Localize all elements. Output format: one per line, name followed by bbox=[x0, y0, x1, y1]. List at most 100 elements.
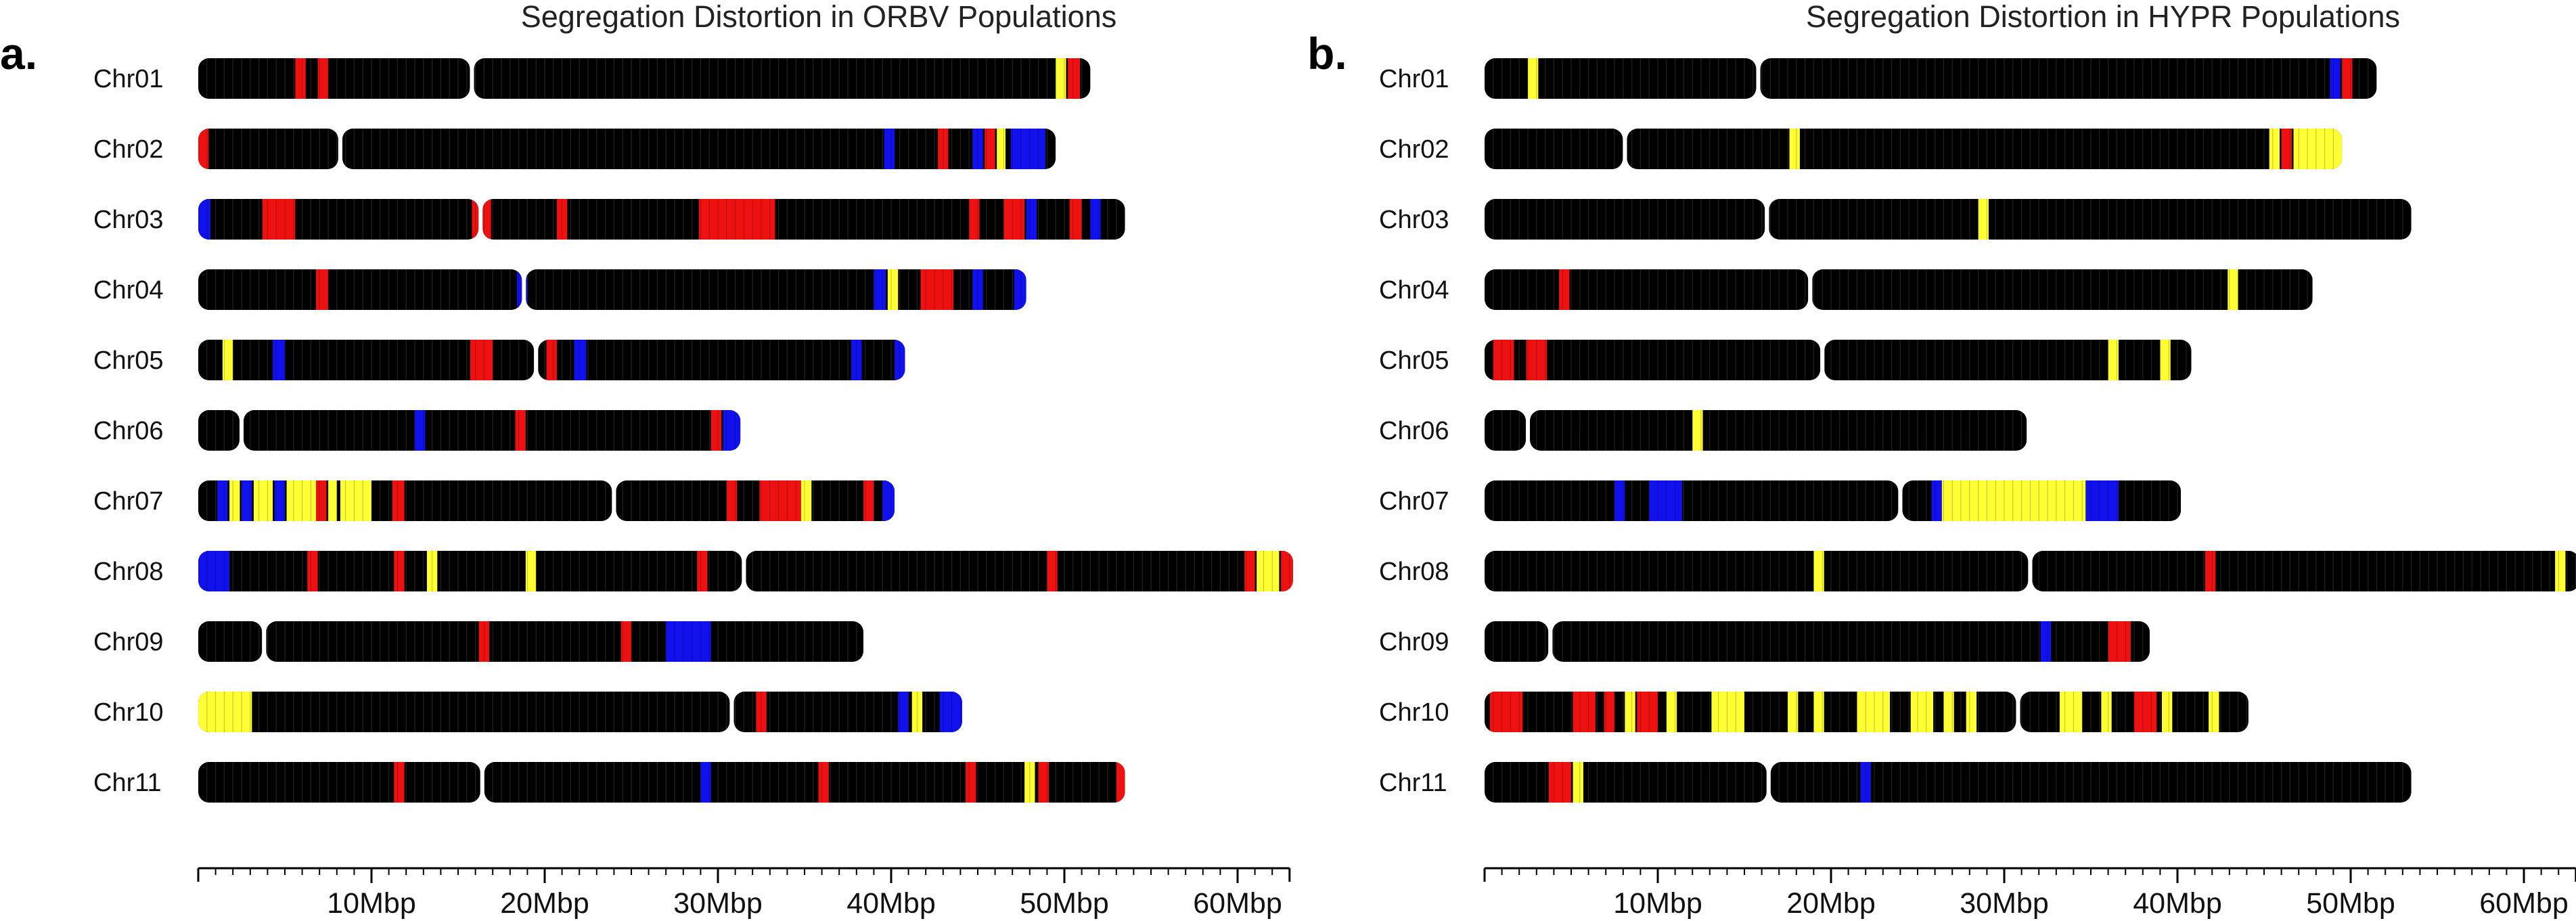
chromosome-body bbox=[1485, 129, 2343, 169]
distortion-segment-red bbox=[262, 199, 296, 240]
distortion-segment-yellow bbox=[229, 480, 240, 521]
marker-stripes-overlay bbox=[206, 410, 736, 451]
distortion-segment-red bbox=[2342, 58, 2353, 99]
distortion-segment-yellow bbox=[2160, 340, 2171, 380]
distortion-segment-red bbox=[710, 410, 722, 451]
distortion-segment-yellow bbox=[222, 340, 233, 380]
distortion-segment-red bbox=[198, 129, 209, 169]
distortion-segment-red bbox=[478, 621, 490, 662]
distortion-segment-red bbox=[392, 480, 405, 521]
panel-letter-a: a. bbox=[0, 28, 37, 78]
chromosome-arm-left bbox=[198, 269, 522, 310]
chromosome-arm-right bbox=[1769, 199, 2412, 240]
distortion-segment-red bbox=[472, 199, 491, 240]
chromosome-chr03: Chr03 bbox=[1379, 199, 2412, 240]
distortion-segment-yellow bbox=[198, 692, 252, 732]
chromosome-body bbox=[198, 480, 895, 521]
distortion-segment-yellow bbox=[2108, 340, 2119, 380]
distortion-segment-blue bbox=[274, 480, 285, 521]
chromosome-arm-right bbox=[474, 58, 1091, 99]
distortion-segment-blue bbox=[972, 129, 983, 169]
x-axis: 10Mbp 20Mbp 30Mbp 40Mbp 50Mbp 60Mbp bbox=[197, 867, 1291, 920]
chromosome-arm-right bbox=[746, 551, 1293, 591]
distortion-segment-red bbox=[966, 762, 976, 803]
chromosome-body bbox=[1485, 340, 2192, 380]
chromosome-body bbox=[1485, 269, 2313, 310]
distortion-segment-yellow bbox=[1625, 692, 1635, 732]
chromosome-body bbox=[198, 340, 905, 380]
chromosome-arm-left bbox=[198, 410, 240, 451]
chromosome-arm-left bbox=[198, 129, 338, 169]
chromosome-label: Chr11 bbox=[93, 769, 162, 797]
distortion-segment-yellow bbox=[1528, 58, 1539, 99]
distortion-segment-blue bbox=[415, 410, 426, 451]
marker-stripes-overlay bbox=[206, 129, 1047, 169]
chromosome-arm-right bbox=[616, 480, 895, 521]
distortion-segment-red bbox=[920, 269, 954, 310]
marker-stripes bbox=[206, 621, 857, 662]
chromosome-arm-right bbox=[538, 340, 905, 380]
distortion-segment-blue bbox=[2040, 621, 2052, 662]
distortion-segment-yellow bbox=[997, 129, 1005, 169]
marker-stripes bbox=[1493, 762, 2403, 803]
marker-stripes-overlay bbox=[1493, 199, 2403, 240]
chromosome-label: Chr09 bbox=[93, 628, 164, 656]
distortion-segment-yellow bbox=[1966, 692, 1977, 732]
distortion-segment-yellow bbox=[1813, 551, 1824, 591]
chromosome-label: Chr09 bbox=[1379, 628, 1449, 656]
panel-letter-b: b. bbox=[1307, 28, 1347, 78]
panel-title-a: Segregation Distortion in ORBV Populatio… bbox=[521, 0, 1117, 34]
chromosome-chr08: Chr08 bbox=[1379, 551, 2576, 591]
chromosome-arm-left bbox=[198, 58, 470, 99]
chromosome-arm-left bbox=[198, 199, 479, 240]
distortion-segment-yellow bbox=[1711, 692, 1744, 732]
distortion-segment-red bbox=[698, 199, 775, 240]
distortion-segment-red bbox=[985, 129, 995, 169]
chromosome-body bbox=[198, 58, 1091, 99]
chromosome-label: Chr03 bbox=[1379, 206, 1449, 234]
chromosome-body bbox=[198, 199, 1125, 240]
distortion-segment-yellow bbox=[1024, 762, 1035, 803]
marker-stripes bbox=[1493, 58, 2369, 99]
chromosome-arm-right bbox=[1552, 621, 2150, 662]
chromosome-chr04: Chr04 bbox=[93, 269, 1026, 310]
distortion-segment-yellow bbox=[253, 480, 273, 521]
marker-stripes-overlay bbox=[206, 692, 961, 732]
chromosome-label: Chr06 bbox=[93, 417, 164, 445]
chromosome-arm-left bbox=[1485, 58, 1757, 99]
distortion-segment-red bbox=[1526, 340, 1547, 380]
chromosome-body bbox=[1485, 480, 2182, 521]
distortion-segment-yellow bbox=[2209, 692, 2219, 732]
chromosome-body bbox=[198, 621, 864, 662]
chromosome-label: Chr04 bbox=[93, 276, 164, 305]
x-axis: 10Mbp 20Mbp 30Mbp 40Mbp 50Mbp 60Mbp bbox=[1483, 867, 2576, 920]
distortion-segment-red bbox=[2108, 621, 2131, 662]
chromosome-arm-left bbox=[198, 551, 742, 591]
x-tick-label: 20Mbp bbox=[1786, 887, 1875, 920]
distortion-segment-red bbox=[1069, 199, 1082, 240]
distortion-segment-yellow bbox=[2101, 692, 2112, 732]
distortion-segment-yellow bbox=[426, 551, 438, 591]
distortion-segment-red bbox=[620, 621, 631, 662]
distortion-segment-yellow bbox=[340, 480, 371, 521]
distortion-segment-red bbox=[863, 480, 874, 521]
chromosome-chr11: Chr11 bbox=[93, 762, 1125, 803]
chromosome-body bbox=[198, 269, 1026, 310]
chromosome-chr07: Chr07 bbox=[93, 480, 895, 521]
chromosome-arm-left bbox=[1485, 551, 2029, 591]
distortion-segment-blue bbox=[882, 480, 895, 521]
chromosome-chr03: Chr03 bbox=[93, 199, 1125, 240]
marker-stripes-overlay bbox=[1493, 410, 2023, 451]
distortion-segment-blue bbox=[874, 269, 886, 310]
distortion-segment-red bbox=[726, 480, 738, 521]
marker-stripes bbox=[1493, 129, 2334, 169]
distortion-segment-yellow bbox=[525, 551, 537, 591]
marker-stripes-overlay bbox=[206, 480, 892, 521]
marker-stripes bbox=[1493, 199, 2403, 240]
x-tick-label: 30Mbp bbox=[1960, 887, 2048, 920]
distortion-segment-yellow bbox=[1666, 692, 1677, 732]
chromosome-arm-left bbox=[1485, 410, 1526, 451]
distortion-segment-blue bbox=[198, 551, 230, 591]
distortion-segment-red bbox=[394, 762, 405, 803]
